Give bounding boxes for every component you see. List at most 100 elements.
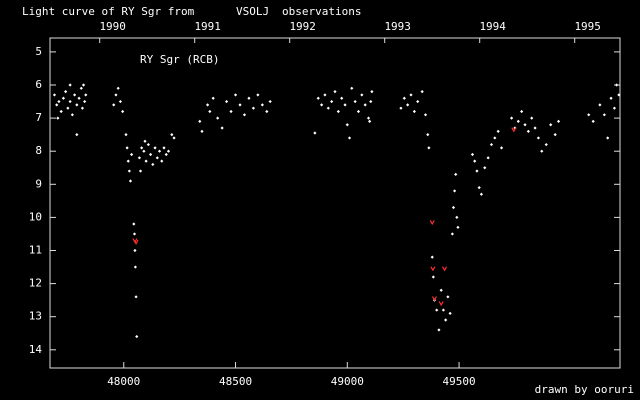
data-point <box>366 116 371 120</box>
data-point <box>133 248 137 253</box>
data-point <box>313 131 317 135</box>
data-point <box>442 266 448 272</box>
data-point <box>452 189 457 193</box>
data-point <box>133 265 137 269</box>
data-point <box>533 126 537 130</box>
data-point <box>57 99 61 104</box>
data-point <box>151 162 155 167</box>
data-point <box>486 156 490 160</box>
data-point <box>609 96 613 100</box>
data-point <box>59 109 63 114</box>
data-point <box>409 93 413 97</box>
data-point <box>79 86 83 90</box>
data-point <box>412 109 416 114</box>
data-point <box>606 136 610 140</box>
data-point <box>544 142 548 147</box>
data-point <box>368 119 372 124</box>
x2-tick-label: 1991 <box>194 20 221 33</box>
data-point <box>598 103 602 107</box>
data-point <box>118 99 123 104</box>
data-point <box>493 136 497 140</box>
data-point <box>114 93 118 97</box>
data-point <box>66 106 70 110</box>
y-tick-label: 12 <box>29 277 42 290</box>
data-point <box>157 149 162 153</box>
x-tick-label: 48000 <box>107 375 140 388</box>
data-point <box>470 152 475 157</box>
x2-tick-label: 1995 <box>574 20 601 33</box>
data-point <box>363 103 367 107</box>
data-point <box>326 106 330 110</box>
data-point <box>132 222 136 226</box>
data-point <box>247 96 251 100</box>
data-point <box>198 119 202 124</box>
data-point <box>347 136 352 140</box>
data-point <box>143 139 147 143</box>
y-tick-label: 6 <box>35 78 42 91</box>
data-point <box>350 86 354 90</box>
data-point <box>455 215 459 219</box>
data-point <box>72 93 77 97</box>
data-point <box>140 146 144 150</box>
data-point <box>612 106 617 110</box>
data-point <box>426 133 430 137</box>
data-point <box>81 83 86 87</box>
data-point <box>77 96 81 100</box>
data-point <box>125 146 129 150</box>
data-point <box>68 99 72 104</box>
y-tick-label: 13 <box>29 310 42 323</box>
data-point <box>420 90 424 94</box>
data-point <box>208 109 212 114</box>
data-point <box>448 311 452 315</box>
data-point <box>483 166 487 170</box>
data-point <box>55 103 59 107</box>
data-point <box>516 119 520 124</box>
data-point <box>128 179 133 183</box>
data-point <box>64 90 68 94</box>
data-point <box>370 90 374 94</box>
plot-frame <box>49 37 621 369</box>
data-point <box>402 96 406 100</box>
data-point <box>166 149 171 153</box>
y-tick-label: 11 <box>29 243 42 256</box>
data-point <box>330 99 334 104</box>
data-point <box>61 96 66 100</box>
data-point <box>356 109 361 114</box>
y-tick-label: 5 <box>35 45 42 58</box>
data-point <box>134 295 138 299</box>
data-point <box>473 159 477 163</box>
data-point <box>617 93 621 97</box>
data-point <box>540 149 544 153</box>
data-point <box>340 96 344 100</box>
x-tick-label: 49500 <box>442 375 475 388</box>
chart-title: Light curve of RY Sgr from <box>22 5 195 18</box>
data-point <box>316 96 320 100</box>
data-point <box>429 220 435 226</box>
data-point <box>84 93 88 97</box>
data-point <box>75 103 79 107</box>
data-point <box>52 93 57 97</box>
data-point <box>416 99 420 104</box>
credit: drawn by ooruri <box>535 383 634 396</box>
annotation: RY Sgr (RCB) <box>140 53 219 66</box>
data-point <box>133 239 139 245</box>
data-point <box>475 169 479 173</box>
data-point <box>142 149 146 153</box>
data-point <box>431 275 435 279</box>
data-point <box>399 106 403 110</box>
data-point <box>438 301 444 307</box>
data-point <box>511 127 517 133</box>
data-point <box>216 116 220 120</box>
data-point <box>70 113 74 117</box>
x2-tick-label: 1993 <box>384 20 411 33</box>
data-point <box>441 308 446 312</box>
y-tick-label: 9 <box>35 177 42 190</box>
data-point <box>200 129 204 133</box>
data-point <box>129 152 134 157</box>
data-point <box>431 296 437 302</box>
data-point <box>251 106 256 110</box>
data-point <box>256 93 260 97</box>
data-point <box>509 116 514 120</box>
chart-title: observations <box>282 5 361 18</box>
